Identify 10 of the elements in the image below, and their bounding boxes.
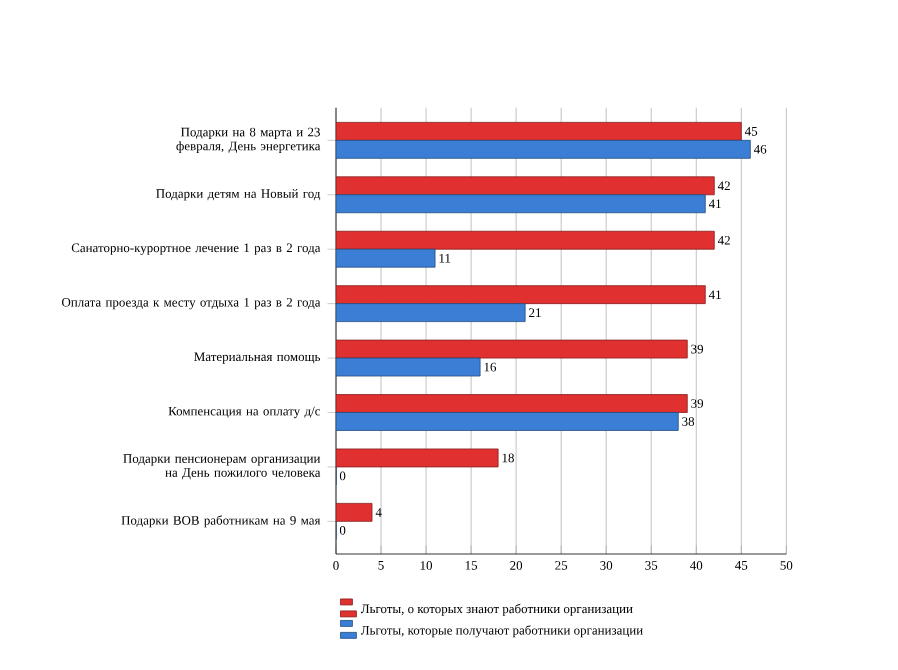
bar: [336, 139, 751, 159]
bar: [336, 176, 715, 196]
bar: [336, 285, 706, 305]
bar: [336, 230, 715, 250]
bar: [336, 194, 706, 214]
bar: [336, 121, 742, 141]
bar: [336, 303, 526, 322]
bar: [336, 412, 679, 431]
bar: [336, 394, 688, 413]
bar: [336, 248, 436, 268]
